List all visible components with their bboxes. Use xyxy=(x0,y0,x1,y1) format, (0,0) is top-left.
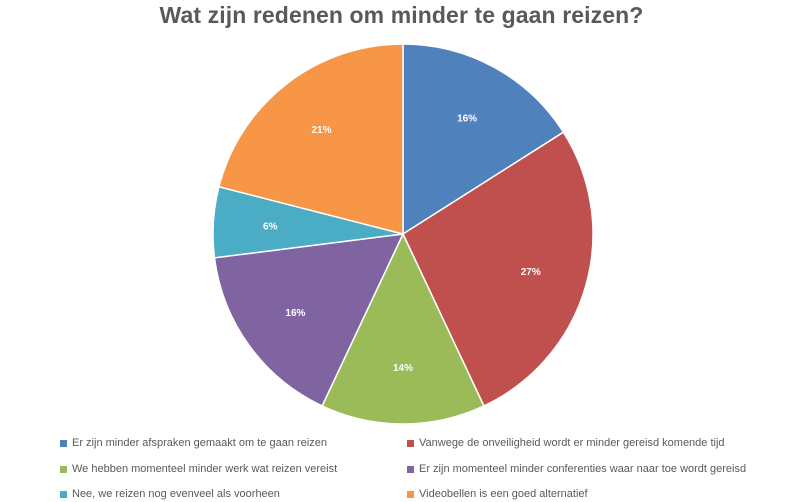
legend-label-evenveel: Nee, we reizen nog evenveel als voorheen xyxy=(72,488,280,500)
legend-swatch-evenveel xyxy=(60,490,67,498)
legend-item-conferenties: Er zijn momenteel minder conferenties wa… xyxy=(407,463,746,475)
slice-label-werk: 14% xyxy=(393,363,413,374)
slice-label-videobellen: 21% xyxy=(311,125,331,136)
slice-label-conferenties: 16% xyxy=(285,308,305,319)
legend-swatch-onveiligheid xyxy=(407,439,414,447)
legend-label-videobellen: Videobellen is een goed alternatief xyxy=(419,488,588,500)
legend-item-onveiligheid: Vanwege de onveiligheid wordt er minder … xyxy=(407,437,725,449)
pie-slice-afspraken xyxy=(402,43,565,236)
pie-slice-conferenties xyxy=(213,233,405,407)
legend-swatch-videobellen xyxy=(407,490,414,498)
legend-label-conferenties: Er zijn momenteel minder conferenties wa… xyxy=(419,463,747,475)
legend-label-werk: We hebben momenteel minder werk wat reiz… xyxy=(72,463,338,475)
chart-title: Wat zijn redenen om minder te gaan reize… xyxy=(159,2,644,28)
slice-label-afspraken: 16% xyxy=(457,113,477,124)
pie-slice-onveiligheid xyxy=(402,131,594,407)
legend-swatch-werk xyxy=(60,465,67,473)
legend-item-afspraken: Er zijn minder afspraken gemaakt om te g… xyxy=(60,437,327,449)
pie-slice-werk xyxy=(321,232,485,425)
legend-item-videobellen: Videobellen is een goed alternatief xyxy=(407,488,588,500)
legend-item-werk: We hebben momenteel minder werk wat reiz… xyxy=(60,463,337,475)
legend-swatch-conferenties xyxy=(407,465,414,473)
slice-label-evenveel: 6% xyxy=(263,222,278,233)
slice-label-onveiligheid: 27% xyxy=(521,267,541,278)
legend-item-evenveel: Nee, we reizen nog evenveel als voorheen xyxy=(60,488,280,500)
legend-swatch-afspraken xyxy=(60,439,67,447)
legend-label-afspraken: Er zijn minder afspraken gemaakt om te g… xyxy=(72,437,327,449)
legend-label-onveiligheid: Vanwege de onveiligheid wordt er minder … xyxy=(419,437,725,449)
pie-slice-videobellen xyxy=(218,43,404,235)
